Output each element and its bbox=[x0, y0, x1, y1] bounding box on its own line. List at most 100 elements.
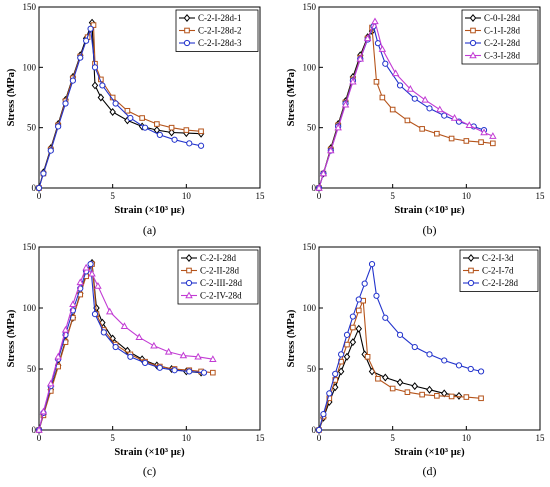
data-point bbox=[349, 77, 357, 85]
y-axis-label: Stress (MPa) bbox=[286, 309, 297, 367]
data-point bbox=[355, 307, 362, 314]
data-point bbox=[55, 123, 62, 130]
series-C-2-IV-28d bbox=[35, 263, 217, 433]
data-point bbox=[127, 114, 134, 122]
legend-swatch-marker bbox=[185, 291, 193, 299]
data-point bbox=[421, 95, 429, 103]
data-point bbox=[112, 343, 119, 351]
data-point bbox=[209, 355, 217, 362]
data-point bbox=[373, 79, 380, 85]
data-point bbox=[337, 367, 345, 376]
x-tick-label: 10 bbox=[462, 191, 472, 201]
data-point bbox=[39, 407, 48, 415]
data-point bbox=[378, 45, 387, 52]
data-point bbox=[441, 357, 448, 364]
data-point bbox=[361, 280, 368, 287]
data-point bbox=[194, 352, 202, 360]
legend-entry: C-2-III-28d bbox=[200, 278, 242, 288]
data-point bbox=[450, 113, 459, 121]
data-point bbox=[54, 352, 62, 360]
legend-swatch-marker bbox=[467, 279, 475, 287]
data-point bbox=[382, 373, 389, 382]
legend-entry: C-0-I-28d bbox=[484, 13, 520, 23]
y-tick-label: 150 bbox=[23, 242, 37, 252]
data-point bbox=[349, 313, 356, 320]
data-point bbox=[489, 132, 497, 139]
legend-swatch-marker bbox=[186, 267, 192, 274]
legend-swatch-marker bbox=[185, 279, 193, 287]
data-point bbox=[477, 368, 485, 375]
legend-entry: C-2-IV-28d bbox=[200, 291, 242, 301]
y-tick-label: 0 bbox=[312, 425, 317, 435]
data-point bbox=[171, 136, 178, 143]
data-point bbox=[82, 263, 90, 271]
data-point bbox=[61, 325, 70, 333]
y-tick-label: 100 bbox=[303, 62, 317, 72]
data-point bbox=[127, 353, 134, 360]
data-point bbox=[436, 105, 444, 113]
y-tick-label: 100 bbox=[23, 62, 37, 72]
legend-swatch-marker bbox=[469, 51, 477, 59]
legend-swatch-marker bbox=[469, 14, 477, 22]
data-point bbox=[389, 385, 396, 392]
data-point bbox=[426, 385, 433, 394]
data-point bbox=[69, 77, 76, 84]
data-point bbox=[319, 169, 328, 177]
data-point bbox=[105, 307, 114, 315]
data-point bbox=[112, 100, 119, 107]
panel-label: (a) bbox=[143, 223, 156, 237]
legend-swatch-marker bbox=[183, 14, 191, 22]
x-tick-label: 5 bbox=[110, 191, 115, 201]
data-point bbox=[327, 146, 335, 154]
data-point bbox=[94, 282, 102, 289]
data-point bbox=[411, 95, 418, 102]
y-axis-label: Stress (MPa) bbox=[286, 68, 297, 126]
data-point bbox=[341, 100, 350, 108]
data-point bbox=[139, 115, 145, 121]
x-axis-label: Strain (×10³ με) bbox=[114, 447, 185, 458]
legend-entry: C-2-II-28d bbox=[200, 266, 239, 276]
data-point bbox=[478, 139, 484, 145]
data-point bbox=[467, 365, 474, 373]
data-point bbox=[490, 140, 496, 147]
data-point bbox=[47, 147, 54, 154]
data-point bbox=[47, 379, 55, 387]
data-point bbox=[382, 60, 389, 67]
data-point bbox=[434, 393, 440, 399]
plot-frame bbox=[38, 246, 261, 431]
data-point bbox=[120, 322, 129, 329]
y-tick-label: 100 bbox=[303, 303, 317, 313]
data-point bbox=[141, 124, 149, 131]
x-tick-label: 0 bbox=[317, 191, 322, 201]
data-point bbox=[124, 107, 131, 114]
plot-frame bbox=[318, 6, 541, 189]
y-axis-label: Stress (MPa) bbox=[6, 309, 17, 367]
y-tick-label: 150 bbox=[303, 242, 317, 252]
data-point bbox=[90, 22, 97, 28]
data-point bbox=[441, 112, 448, 119]
data-point bbox=[364, 354, 371, 360]
series-C-2-I-28d-3 bbox=[35, 25, 205, 192]
x-tick-label: 0 bbox=[37, 191, 42, 201]
data-point bbox=[396, 82, 404, 89]
data-point bbox=[363, 34, 372, 42]
legend-entry: C-2-I-7d bbox=[482, 266, 514, 276]
legend-swatch-marker bbox=[467, 254, 475, 262]
data-point bbox=[35, 184, 43, 192]
legend-entry: C-2-I-28d-3 bbox=[198, 38, 242, 48]
data-point bbox=[91, 81, 99, 90]
data-point bbox=[343, 331, 351, 338]
x-tick-label: 0 bbox=[37, 433, 42, 443]
legend-entry: C-2-I-28d-1 bbox=[198, 13, 242, 23]
data-point bbox=[396, 331, 404, 338]
series-C-3-I-28d bbox=[315, 17, 497, 191]
x-tick-label: 10 bbox=[182, 433, 192, 443]
data-point bbox=[371, 17, 379, 25]
data-point bbox=[343, 352, 351, 361]
y-tick-label: 150 bbox=[303, 2, 317, 12]
legend-swatch-marker bbox=[468, 267, 474, 274]
data-point bbox=[156, 131, 163, 139]
data-point bbox=[356, 54, 365, 62]
